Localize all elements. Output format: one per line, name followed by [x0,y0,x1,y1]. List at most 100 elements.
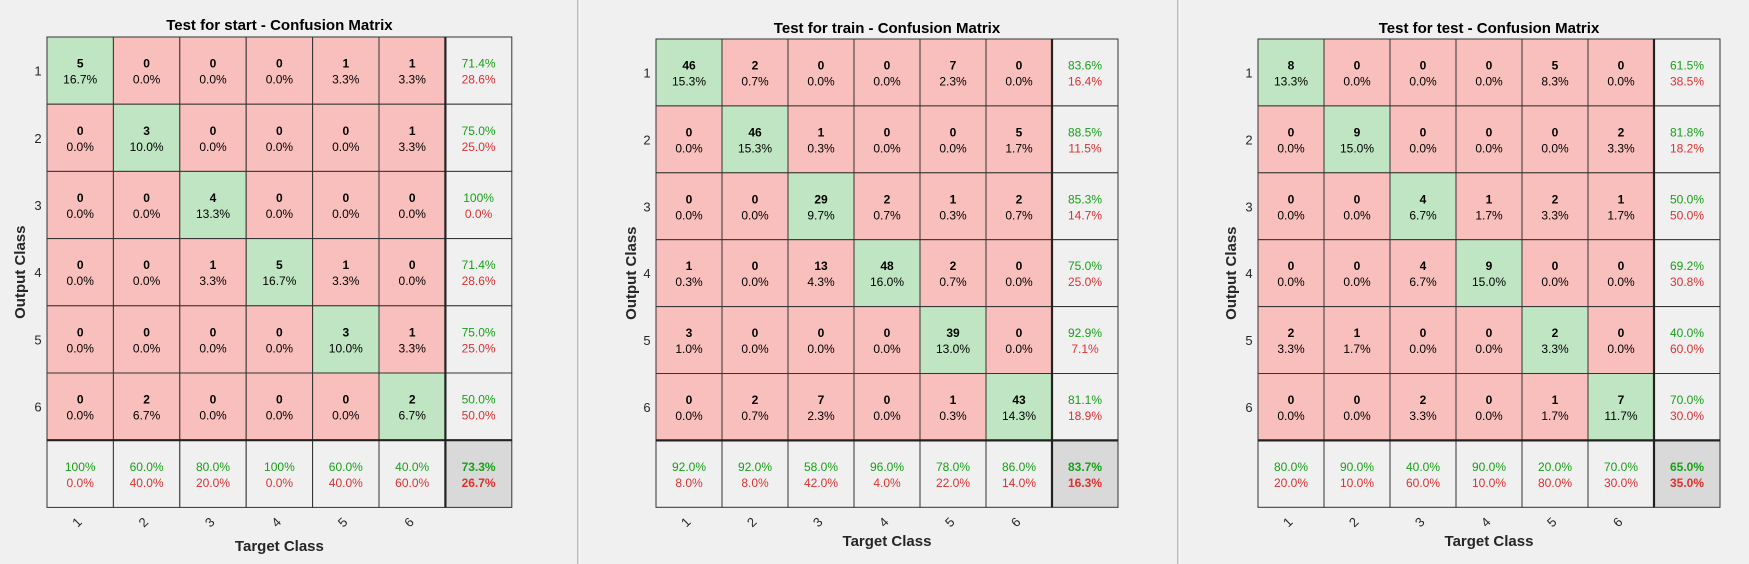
cell-percent: 0.0% [1607,74,1635,88]
cell-percent: 0.3% [807,141,835,155]
cell-count: 29 [814,192,828,206]
cell-count: 2 [1016,192,1023,206]
y-tick-label: 5 [643,333,650,348]
cell-count: 5 [77,57,84,71]
cell-percent: 3.3% [1541,208,1569,222]
cell-percent: 13.0% [936,342,970,356]
cell-count: 43 [1012,393,1026,407]
row-precision: 40.0% [1670,326,1704,340]
cell-count: 2 [409,393,416,407]
cell-percent: 0.0% [675,409,703,423]
x-tick-label: 4 [876,514,892,530]
row-precision: 75.0% [462,325,496,339]
cell-percent: 0.0% [133,341,161,355]
cell-count: 0 [884,393,891,407]
row-error: 60.0% [1670,342,1704,356]
matrix-cell [1587,172,1655,241]
overall-accuracy-cell [444,439,513,508]
matrix-cell [853,38,921,107]
cell-percent: 0.0% [675,141,703,155]
cell-percent: 0.0% [1343,74,1371,88]
cell-count: 0 [1420,58,1427,72]
cell-count: 1 [1618,192,1625,206]
y-tick-label: 6 [34,400,41,415]
cell-percent: 8.3% [1541,74,1569,88]
y-tick-label: 3 [643,199,650,214]
cell-count: 2 [752,58,759,72]
confusion-matrix-start: Test for start - Confusion Matrix516.7%0… [12,17,513,555]
cell-percent: 0.0% [1005,74,1033,88]
col-recall: 80.0% [1274,460,1308,474]
cell-percent: 0.0% [1343,208,1371,222]
cell-count: 1 [409,124,416,138]
col-recall: 80.0% [196,460,230,474]
row-precision: 88.5% [1068,125,1102,139]
cell-count: 0 [752,326,759,340]
matrix-cell [46,103,114,172]
y-tick-label: 6 [1245,400,1252,415]
cell-percent: 0.0% [1607,342,1635,356]
y-tick-label: 3 [1245,199,1252,214]
col-recall: 92.0% [672,460,706,474]
col-recall: 96.0% [870,460,904,474]
col-error: 42.0% [804,476,838,490]
col-summary-cell [1521,439,1589,508]
col-error: 14.0% [1002,476,1036,490]
x-tick-label: 1 [678,514,694,530]
cell-percent: 0.0% [199,73,227,87]
cell-count: 0 [1354,192,1361,206]
cell-percent: 0.0% [1475,74,1503,88]
cell-percent: 0.0% [873,141,901,155]
cell-percent: 0.0% [1277,141,1305,155]
matrix-cell [853,239,921,308]
matrix-cell [312,103,380,172]
x-tick-label: 3 [1412,514,1428,530]
cell-percent: 0.0% [332,140,360,154]
cell-percent: 0.0% [332,409,360,423]
cell-count: 0 [143,258,150,272]
matrix-cell [378,170,446,240]
col-error: 60.0% [395,476,429,490]
cell-percent: 16.7% [63,73,97,87]
cell-percent: 0.0% [1475,342,1503,356]
col-error: 22.0% [936,476,970,490]
cell-count: 1 [409,57,416,71]
cell-percent: 16.0% [870,275,904,289]
cell-count: 0 [1486,125,1493,139]
row-precision: 85.3% [1068,192,1102,206]
row-error: 28.6% [462,73,496,87]
cell-count: 2 [950,259,957,273]
cell-percent: 2.3% [939,74,967,88]
y-tick-label: 6 [643,400,650,415]
cell-count: 1 [1354,326,1361,340]
matrix-cell [721,105,789,174]
x-tick-label: 5 [1544,514,1560,530]
y-tick-label: 5 [1245,333,1252,348]
cell-percent: 14.3% [1002,409,1036,423]
y-tick-label: 1 [643,65,650,80]
matrix-cell [46,305,114,374]
matrix-cell [919,306,987,375]
cell-percent: 6.7% [1409,208,1437,222]
cell-count: 3 [686,326,693,340]
cell-count: 2 [1420,393,1427,407]
row-precision: 69.2% [1670,259,1704,273]
cell-percent: 0.0% [67,409,95,423]
cell-percent: 0.0% [133,73,161,87]
cell-count: 2 [143,393,150,407]
cell-percent: 0.3% [939,409,967,423]
row-summary-cell [444,238,513,307]
x-tick-label: 3 [202,514,218,530]
cell-count: 46 [748,125,762,139]
panel-divider[interactable] [1177,0,1180,564]
y-axis-label: Output Class [623,226,640,319]
x-axis-label: Target Class [235,538,324,555]
y-tick-label: 1 [34,64,41,79]
row-precision: 50.0% [1670,192,1704,206]
cell-percent: 0.0% [873,409,901,423]
cell-percent: 0.0% [266,341,294,355]
cell-count: 2 [884,192,891,206]
panel-divider[interactable] [577,0,580,564]
x-axis-label: Target Class [1445,533,1534,550]
matrix-cell [985,239,1053,308]
